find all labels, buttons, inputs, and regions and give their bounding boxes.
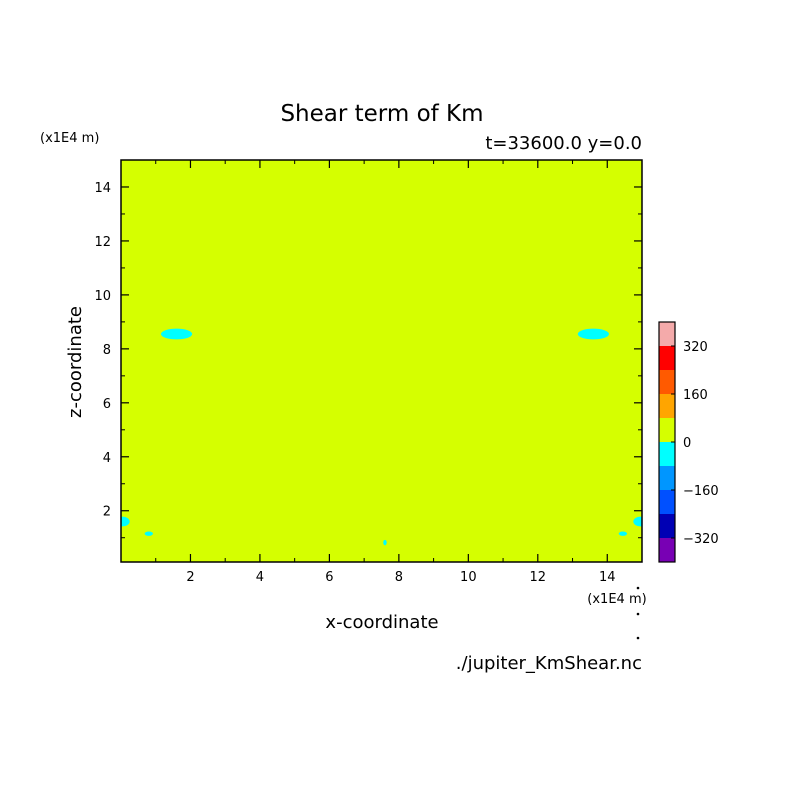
plot-area: 2 4 6 8 10 12 14 2 4 6 8 10 12 14 <box>94 159 643 585</box>
y-tick-label: 12 <box>94 235 111 250</box>
y-tick-label: 4 <box>103 451 111 466</box>
y-tick-label: 8 <box>103 343 111 358</box>
colorbar-level <box>659 490 675 514</box>
x-axis-label: x-coordinate <box>325 612 438 633</box>
x-tick-label: 14 <box>599 570 616 585</box>
negative-patch <box>618 531 628 536</box>
marker-dot <box>636 612 640 616</box>
x-tick-label: 8 <box>395 570 403 585</box>
y-tick-label: 6 <box>103 397 111 412</box>
x-tick-label: 6 <box>325 570 333 585</box>
negative-patch <box>121 516 130 527</box>
colorbar-level <box>659 346 675 370</box>
colorbar-tick-label: 160 <box>683 388 708 403</box>
field-fill <box>121 160 642 562</box>
chart-title: Shear term of Km <box>280 101 483 127</box>
colorbar-level <box>659 394 675 418</box>
colorbar-level <box>659 418 675 442</box>
plot-frame <box>120 159 643 563</box>
colorbar-level <box>659 442 675 466</box>
x-tick-label: 10 <box>460 570 477 585</box>
colorbar-tick-label: 320 <box>683 340 708 355</box>
colorbar-level <box>659 514 675 538</box>
x-tick-label: 4 <box>256 570 264 585</box>
colorbar-level <box>659 370 675 394</box>
negative-patch <box>577 328 610 340</box>
negative-patch <box>633 516 642 527</box>
source-file-label: ./jupiter_KmShear.nc <box>456 653 642 674</box>
negative-patch <box>160 328 193 340</box>
y-tick-label: 2 <box>103 505 111 520</box>
x-unit-label: (x1E4 m) <box>587 592 646 607</box>
colorbar-level <box>659 538 675 562</box>
marker-dot <box>636 636 640 640</box>
y-tick-label: 10 <box>94 289 111 304</box>
y-unit-label: (x1E4 m) <box>40 131 99 146</box>
colorbar: 320 160 0 −160 −320 <box>658 321 719 563</box>
x-tick-label: 2 <box>186 570 194 585</box>
negative-patches <box>121 328 642 546</box>
colorbar-level <box>659 322 675 346</box>
y-axis-label: z-coordinate <box>65 306 86 418</box>
colorbar-tick-label: 0 <box>683 436 691 451</box>
colorbar-tick-label: −160 <box>683 484 719 499</box>
chart-subtitle: t=33600.0 y=0.0 <box>485 133 642 154</box>
marker-dot <box>636 586 640 590</box>
x-tick-label: 12 <box>530 570 547 585</box>
colorbar-level <box>659 466 675 490</box>
negative-patch <box>383 539 387 546</box>
y-tick-label: 14 <box>94 181 111 196</box>
negative-patch <box>144 531 153 536</box>
colorbar-tick-label: −320 <box>683 532 719 547</box>
